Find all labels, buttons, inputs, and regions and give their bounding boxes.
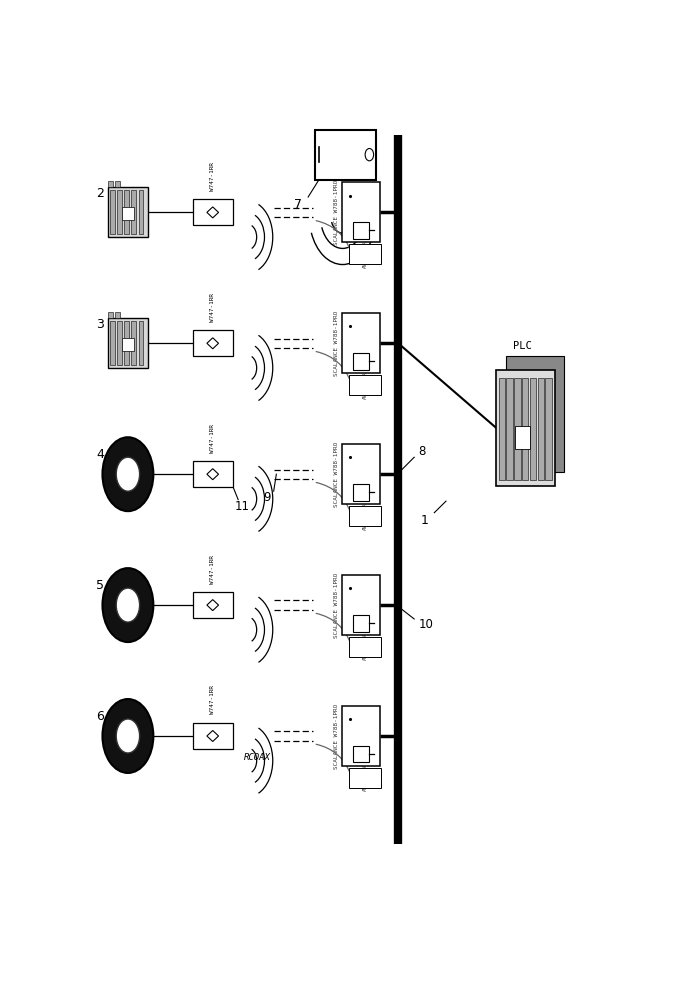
Circle shape <box>103 437 153 511</box>
Text: ANT795-4MA: ANT795-4MA <box>363 502 367 530</box>
Bar <box>193 592 233 618</box>
Text: 7: 7 <box>293 198 302 211</box>
Bar <box>349 506 381 526</box>
Circle shape <box>116 457 140 491</box>
Circle shape <box>116 588 140 622</box>
Text: SCALANCE W788-1PRO: SCALANCE W788-1PRO <box>334 703 339 769</box>
Bar <box>342 444 380 504</box>
Text: RCOAX: RCOAX <box>244 753 271 762</box>
Bar <box>110 190 115 234</box>
Bar <box>193 330 233 356</box>
Bar <box>139 190 144 234</box>
Bar <box>342 575 380 635</box>
Bar <box>349 637 381 657</box>
Bar <box>349 244 381 264</box>
Bar <box>353 615 369 632</box>
Bar <box>522 378 529 480</box>
Bar <box>342 313 380 373</box>
Bar <box>108 187 148 237</box>
Bar <box>499 378 505 480</box>
Text: SCALANCE W788-1PRO: SCALANCE W788-1PRO <box>334 442 339 507</box>
Bar <box>124 321 129 365</box>
Bar <box>122 207 134 220</box>
Bar <box>506 356 564 472</box>
Bar <box>193 723 233 749</box>
Text: W747-1RR: W747-1RR <box>210 555 215 584</box>
Text: 9: 9 <box>263 491 271 504</box>
Text: ANT795-4MA: ANT795-4MA <box>363 633 367 660</box>
Bar <box>115 312 120 318</box>
Text: 6: 6 <box>96 710 104 723</box>
Text: 1: 1 <box>421 514 429 527</box>
Text: SCALANCE W788-1PRO: SCALANCE W788-1PRO <box>334 572 339 638</box>
Text: W747-1RR: W747-1RR <box>210 162 215 191</box>
Text: W747-1RR: W747-1RR <box>210 685 215 714</box>
Text: 2: 2 <box>96 187 104 200</box>
Text: 11: 11 <box>235 500 250 513</box>
Bar <box>545 378 552 480</box>
Bar <box>122 338 134 351</box>
Text: ANT795-4MA: ANT795-4MA <box>363 371 367 399</box>
Bar <box>342 182 380 242</box>
Bar <box>117 190 122 234</box>
Bar <box>117 321 122 365</box>
Bar <box>353 222 369 239</box>
Bar <box>353 484 369 501</box>
Bar <box>124 190 129 234</box>
Bar <box>193 461 233 487</box>
Bar <box>353 746 369 762</box>
Bar <box>108 318 148 368</box>
Bar <box>139 321 144 365</box>
Bar <box>514 378 521 480</box>
Bar <box>342 706 380 766</box>
Bar <box>506 378 513 480</box>
Text: 10: 10 <box>419 618 433 631</box>
Bar <box>315 130 376 180</box>
Bar <box>131 321 136 365</box>
Text: ANT795-4MA: ANT795-4MA <box>363 764 367 791</box>
Bar <box>349 768 381 788</box>
Text: SCALANCE W788-1PRO: SCALANCE W788-1PRO <box>334 180 339 245</box>
Text: W747-1RR: W747-1RR <box>210 293 215 322</box>
Circle shape <box>116 719 140 753</box>
Bar <box>353 353 369 370</box>
Bar <box>349 375 381 395</box>
Bar <box>538 378 544 480</box>
Bar <box>115 181 120 187</box>
Bar <box>530 378 536 480</box>
Bar <box>110 321 115 365</box>
Bar <box>515 426 529 449</box>
Bar <box>193 199 233 225</box>
Bar <box>131 190 136 234</box>
Bar <box>108 312 113 318</box>
Bar <box>497 370 555 486</box>
Circle shape <box>103 568 153 642</box>
Text: PLC: PLC <box>514 341 532 351</box>
Text: 3: 3 <box>96 318 104 331</box>
Text: SCALANCE W788-1PRO: SCALANCE W788-1PRO <box>334 311 339 376</box>
Bar <box>108 181 113 187</box>
Text: W747-1RR: W747-1RR <box>210 424 215 453</box>
Circle shape <box>103 699 153 773</box>
Text: 4: 4 <box>96 448 104 461</box>
Text: 8: 8 <box>419 445 425 458</box>
Text: ANT795-4MA: ANT795-4MA <box>363 240 367 268</box>
Text: 5: 5 <box>96 579 105 592</box>
